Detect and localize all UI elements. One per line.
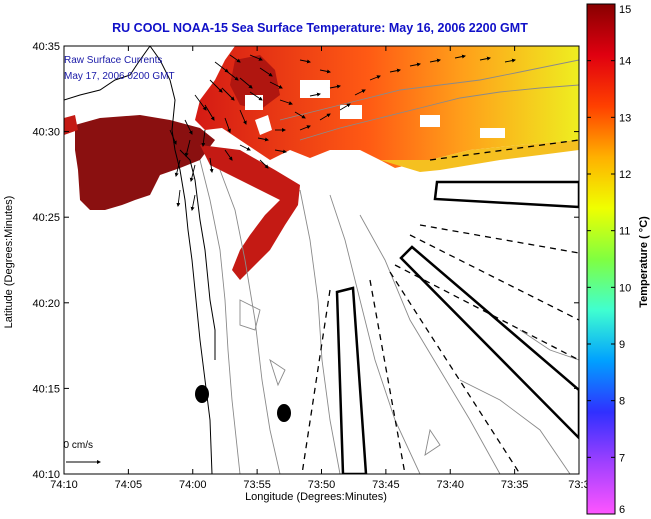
station-markers bbox=[195, 385, 291, 422]
x-tick-label: 73:50 bbox=[308, 479, 336, 491]
x-tick-label: 73:40 bbox=[436, 479, 464, 491]
colorbar-tick-label: 8 bbox=[619, 396, 625, 408]
x-tick-label: 73:35 bbox=[501, 479, 529, 491]
scale-bar-label: 50 cm/s bbox=[58, 440, 93, 451]
x-axis-label: Longitude (Degrees:Minutes) bbox=[245, 491, 387, 503]
bathymetry-contours bbox=[199, 59, 579, 474]
x-tick-label: 74:10 bbox=[50, 479, 78, 491]
x-tick-label: 73:3 bbox=[568, 479, 589, 491]
map-title: RU COOL NOAA-15 Sea Surface Temperature:… bbox=[112, 21, 528, 35]
currents-legend-line1: Raw Surface Currents bbox=[64, 55, 162, 66]
y-tick-label: 40:20 bbox=[32, 298, 60, 310]
coverage-box-south bbox=[335, 286, 368, 474]
colorbar-tick-label: 12 bbox=[619, 169, 631, 181]
colorbar-ramp bbox=[586, 3, 616, 515]
colorbar-tick-label: 6 bbox=[619, 504, 625, 516]
x-tick-label: 74:05 bbox=[115, 479, 143, 491]
y-tick-label: 40:25 bbox=[32, 212, 60, 224]
y-tick-label: 40:30 bbox=[32, 127, 60, 139]
coverage-rays bbox=[301, 139, 579, 474]
station-marker-1 bbox=[195, 385, 209, 403]
colorbar-tick-label: 13 bbox=[619, 112, 631, 124]
x-tick-label: 73:55 bbox=[243, 479, 271, 491]
currents-legend-line2: May 17, 2006 0200 GMT bbox=[64, 71, 175, 82]
coastline bbox=[64, 46, 216, 474]
current-vectors bbox=[169, 54, 516, 211]
colorbar-tick-label: 11 bbox=[619, 226, 630, 238]
scale-bar: 50 cm/s bbox=[58, 440, 101, 464]
sst-field bbox=[64, 46, 579, 280]
map-plot-area: Raw Surface Currents May 17, 2006 0200 G… bbox=[58, 46, 579, 474]
y-tick-label: 40:10 bbox=[32, 469, 60, 481]
colorbar-tick-label: 7 bbox=[619, 452, 625, 464]
colorbar-tick-label: 15 bbox=[619, 4, 631, 16]
x-tick-label: 74:00 bbox=[179, 479, 207, 491]
colorbar: 15 14 13 12 11 10 9 8 7 6 Temperature ( °C) bbox=[586, 3, 650, 516]
coverage-box-east bbox=[433, 180, 579, 209]
station-marker-2 bbox=[277, 404, 291, 422]
coverage-box-southeast bbox=[399, 245, 579, 440]
colorbar-tick-label: 14 bbox=[619, 56, 631, 68]
colorbar-label: Temperature ( °C) bbox=[638, 216, 650, 308]
coverage-boxes bbox=[335, 180, 579, 474]
x-axis-ticks: 74:10 74:05 74:00 73:55 73:50 73:45 73:40 73:35… bbox=[50, 46, 590, 491]
y-tick-label: 40:35 bbox=[32, 41, 60, 53]
y-axis-label: Latitude (Degrees:Minutes) bbox=[3, 196, 15, 329]
y-tick-label: 40:15 bbox=[32, 383, 60, 395]
y-axis-ticks: 40:35 40:30 40:25 40:20 40:15 40:10 bbox=[32, 41, 579, 481]
colorbar-ticks: 15 14 13 12 11 10 9 8 7 6 bbox=[587, 3, 631, 516]
colorbar-tick-label: 10 bbox=[619, 282, 631, 294]
colorbar-tick-label: 9 bbox=[619, 339, 625, 351]
x-tick-label: 73:45 bbox=[372, 479, 400, 491]
